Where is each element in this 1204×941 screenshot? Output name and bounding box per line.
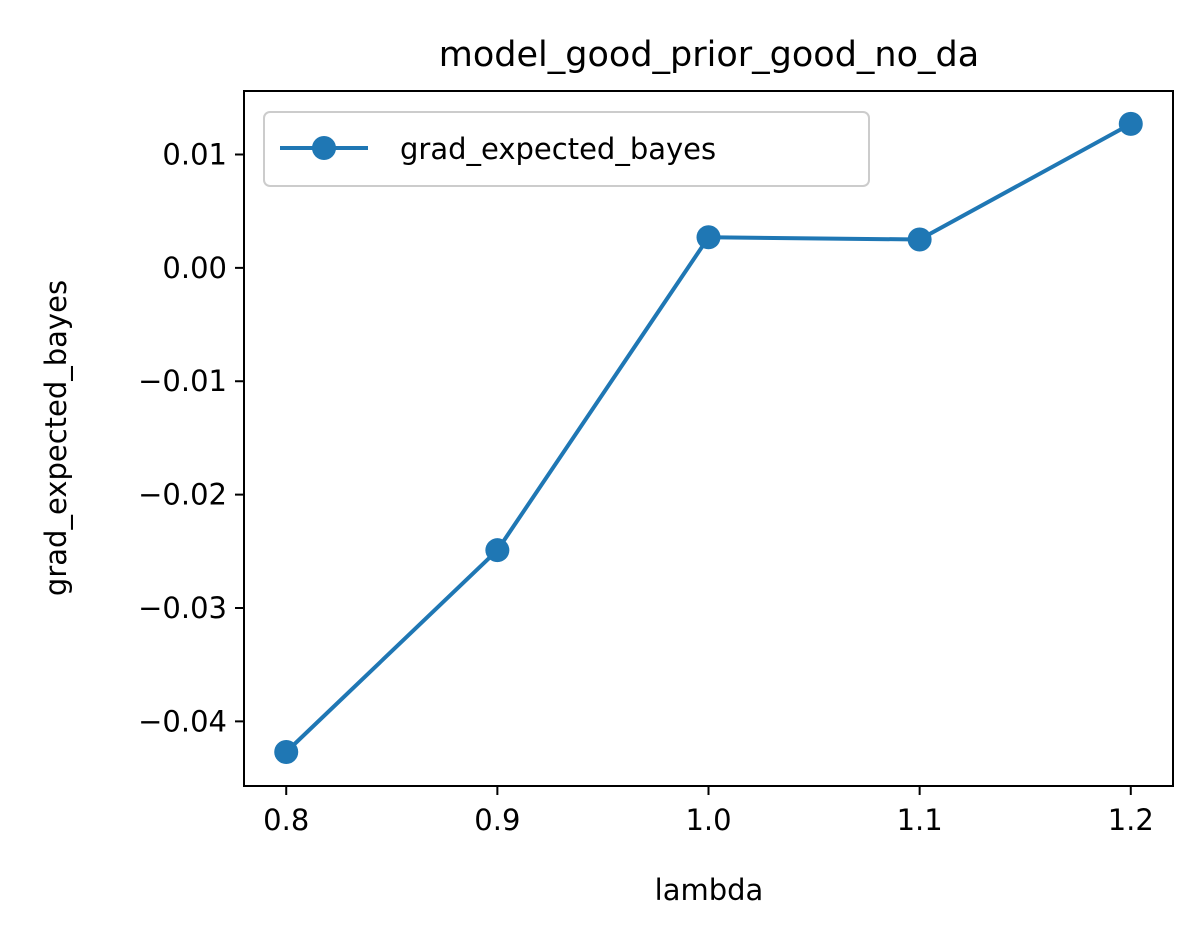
y-tick-label: −0.04 bbox=[138, 704, 227, 738]
legend-box bbox=[263, 111, 870, 187]
data-point bbox=[485, 538, 510, 563]
x-tick-label: 0.8 bbox=[263, 803, 309, 837]
data-point bbox=[274, 739, 299, 764]
y-tick-label: −0.01 bbox=[138, 364, 227, 398]
legend-label: grad_expected_bayes bbox=[400, 132, 716, 166]
x-axis-label: lambda bbox=[655, 873, 764, 907]
chart-title: model_good_prior_good_no_da bbox=[439, 35, 979, 75]
x-tick-label: 1.1 bbox=[897, 803, 943, 837]
x-tick-label: 0.9 bbox=[474, 803, 520, 837]
x-axis-ticks: 0.8 0.9 1.0 1.1 1.2 bbox=[263, 786, 1154, 837]
y-tick-label: −0.02 bbox=[138, 478, 227, 512]
y-axis-label: grad_expected_bayes bbox=[39, 280, 73, 596]
data-point bbox=[1118, 111, 1143, 136]
legend: grad_expected_bayes bbox=[263, 111, 870, 187]
series-layer bbox=[274, 111, 1143, 764]
data-point bbox=[696, 225, 721, 250]
x-tick-label: 1.0 bbox=[685, 803, 731, 837]
plot-area bbox=[243, 90, 1174, 787]
y-tick-label: 0.01 bbox=[162, 137, 227, 171]
y-axis-ticks: 0.01 0.00 −0.01 −0.02 −0.03 −0.04 bbox=[138, 137, 244, 738]
y-tick-label: 0.00 bbox=[162, 251, 227, 285]
plot-frame bbox=[243, 90, 1174, 787]
y-tick-label: −0.03 bbox=[138, 591, 227, 625]
legend-marker-swatch bbox=[312, 136, 336, 160]
x-tick-label: 1.2 bbox=[1108, 803, 1154, 837]
data-point bbox=[907, 227, 932, 252]
